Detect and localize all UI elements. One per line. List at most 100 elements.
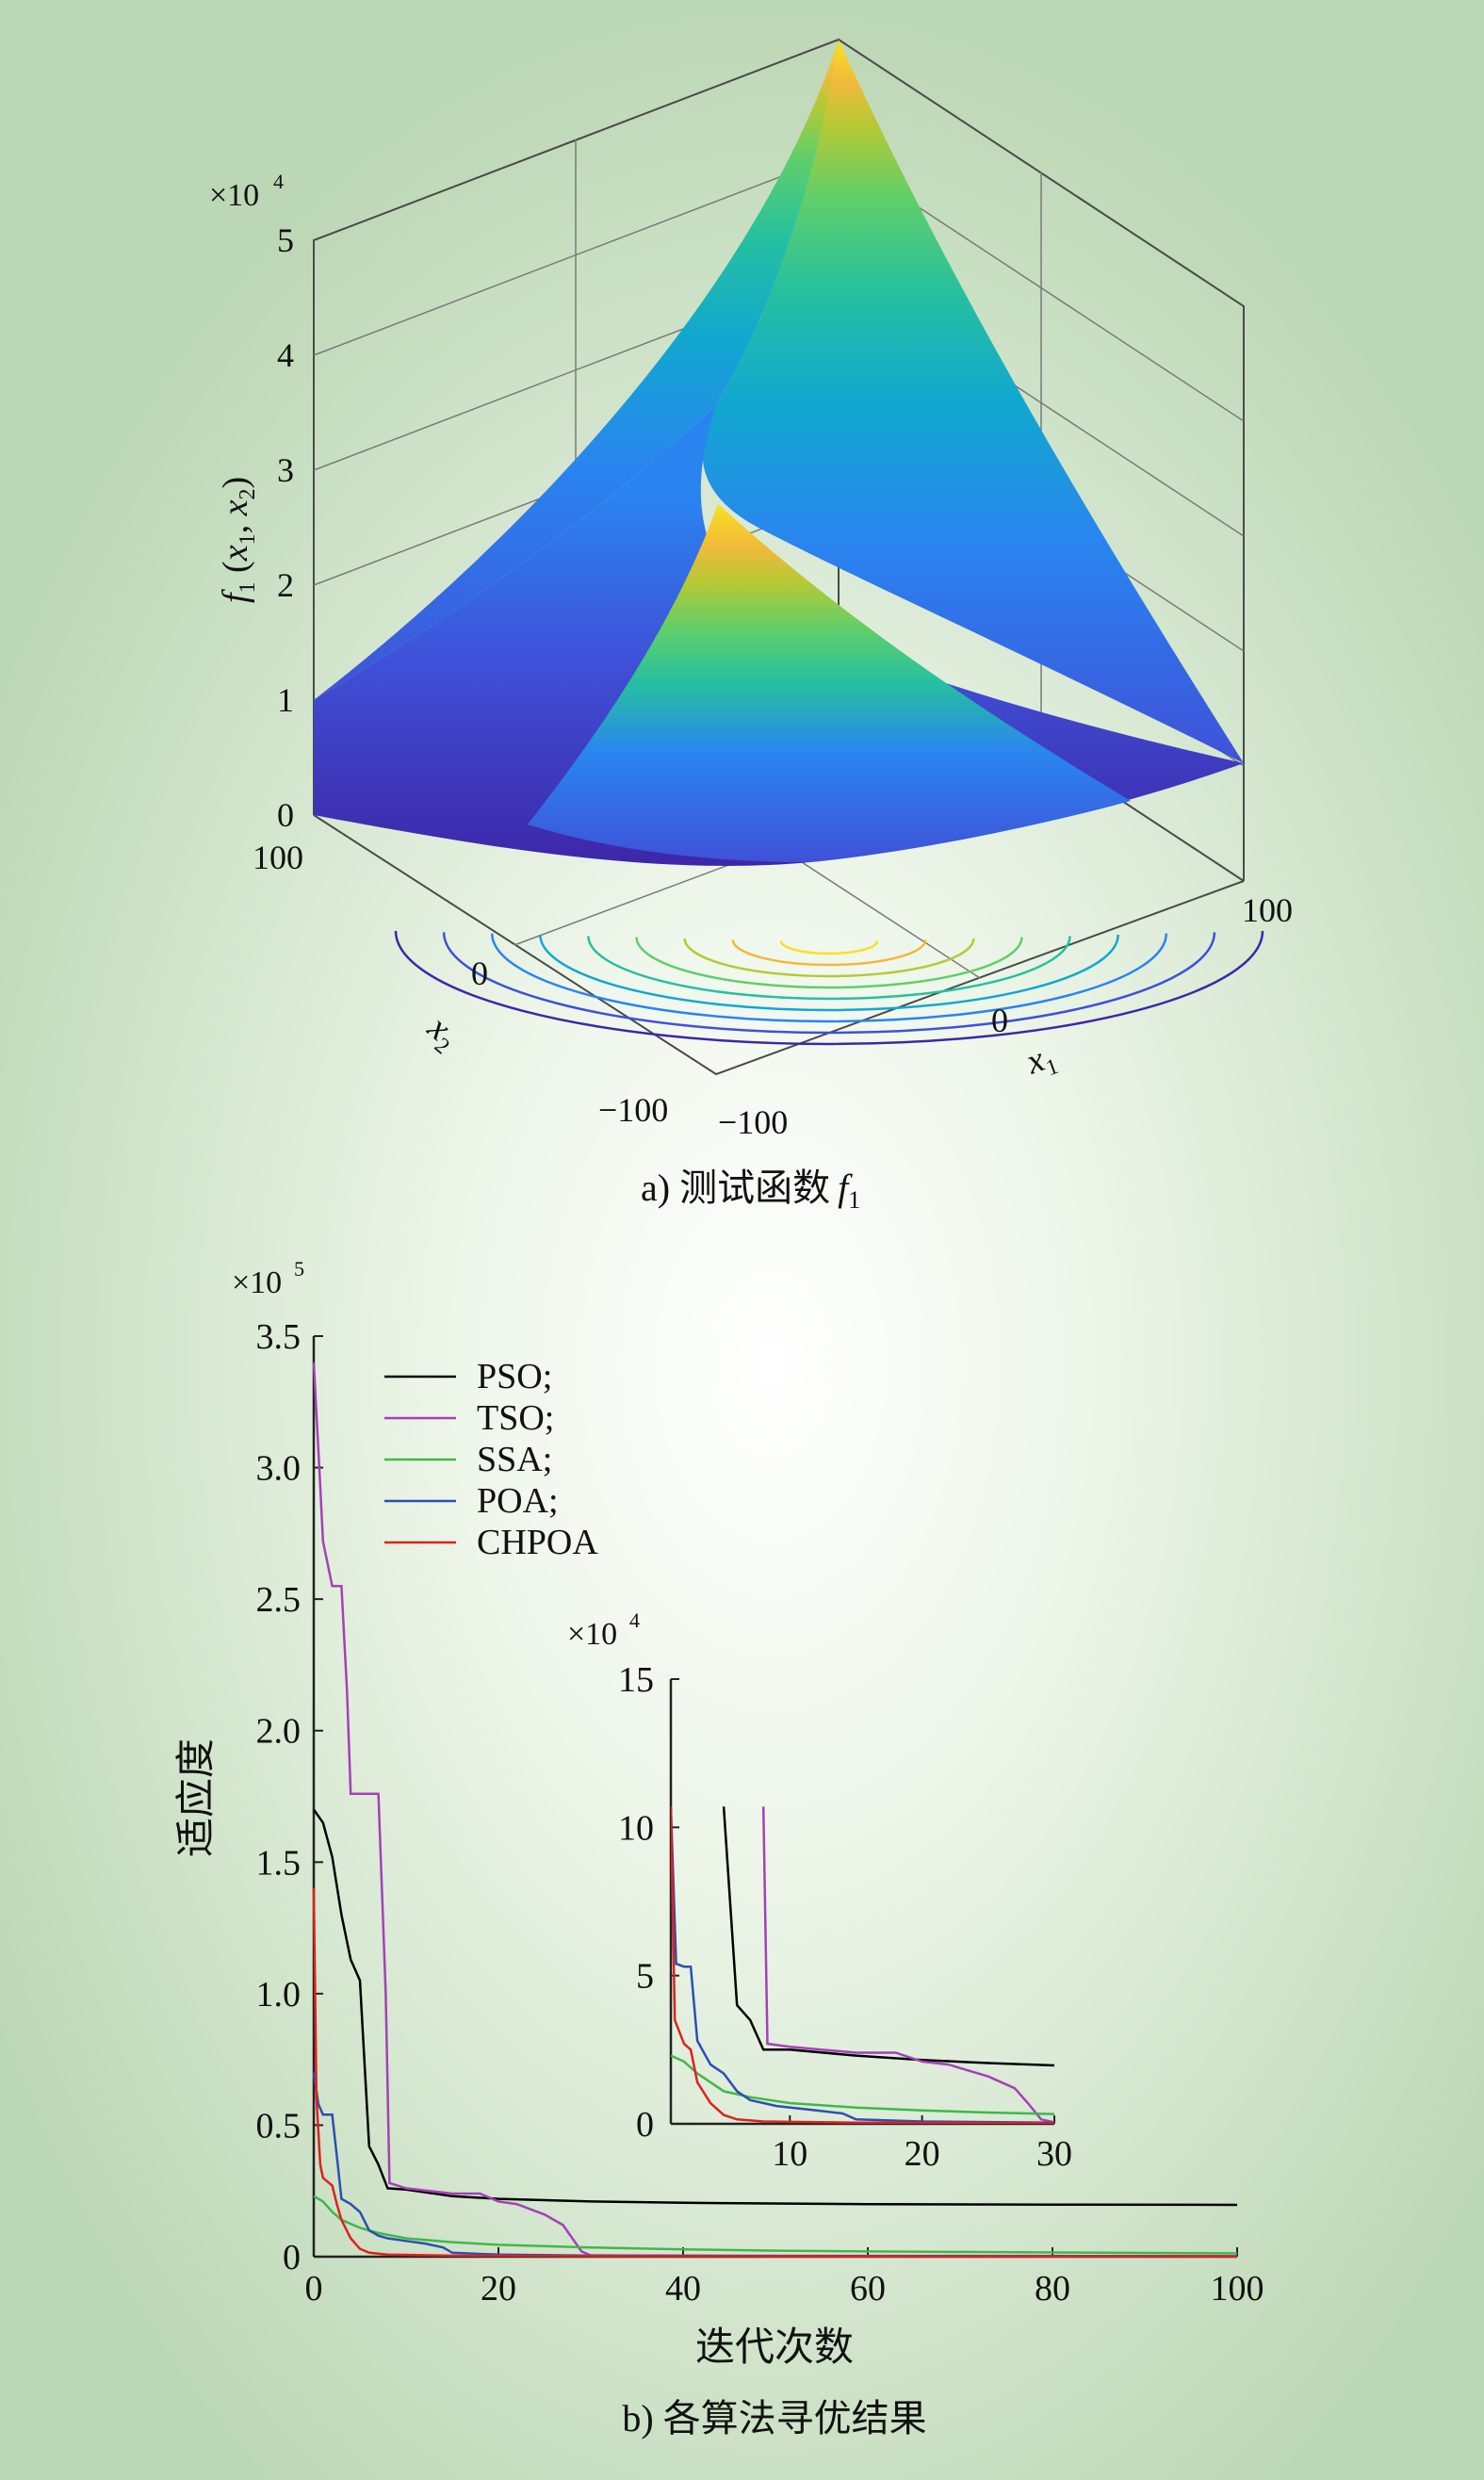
legend-label: PSO; (477, 1357, 552, 1396)
contour-line (779, 940, 879, 955)
y-tick-label: 1.5 (256, 1843, 302, 1883)
caption-a: a) 测试函数 f1 (641, 1167, 860, 1214)
inset-y-tick-label: 10 (618, 1808, 654, 1848)
x-tick-label: 100 (1211, 2269, 1264, 2309)
y-tick-label: 3.5 (256, 1317, 302, 1357)
floor-contours (394, 930, 1264, 1046)
series-line-1 (312, 1362, 1238, 2258)
z-multiplier-exponent: 4 (273, 170, 284, 193)
z-label-x2: x (216, 499, 255, 516)
inset-multiplier-base: ×10 (567, 1617, 617, 1652)
inset-y-tick-label: 5 (636, 1957, 654, 1997)
series-line-2 (313, 2194, 1238, 2255)
contour-line (539, 934, 1119, 1012)
contour-line (442, 932, 1216, 1035)
x-tick-label: 0 (305, 2269, 323, 2309)
inset-plot: 10 20 30 0 5 10 15 ×10 4 (567, 1608, 1072, 2174)
contour-line (394, 930, 1264, 1046)
series-line-0 (312, 1808, 1238, 2207)
y-multiplier-base: ×10 (232, 1265, 282, 1300)
z-label-s1: 1 (236, 533, 260, 545)
y-tick-label: 2.0 (256, 1712, 302, 1752)
caption-a-text: 测试函数 (679, 1167, 830, 1209)
legend-label: POA; (477, 1481, 559, 1521)
x-axis-label: 迭代次数 (695, 2326, 854, 2370)
z-multiplier: ×10 4 (209, 170, 284, 213)
x2-tick-labels: 100 0 −100 (253, 839, 668, 1129)
inset-series-line-2 (671, 2054, 1054, 2115)
x1-tick-labels: −100 0 100 (718, 891, 1293, 1141)
legend-label: TSO; (477, 1398, 554, 1438)
legend: PSO;TSO;SSA;POA;CHPOA (384, 1357, 598, 1562)
y-multiplier-exponent: 5 (294, 1257, 304, 1281)
inset-x-tick-label: 30 (1036, 2134, 1072, 2174)
caption-b: b) 各算法寻优结果 (622, 2397, 926, 2439)
caption-a-sub: 1 (848, 1186, 860, 1214)
z-tick-labels: 0 1 2 3 4 5 (277, 221, 294, 834)
inset-x-tick-label: 20 (905, 2134, 940, 2174)
z-multiplier-base: ×10 (209, 178, 259, 213)
caption-b-label: b) (622, 2397, 653, 2439)
panel-a-surface-plot: 0 1 2 3 4 5 ×10 4 f1 (x1, x2) 100 0 −100… (209, 38, 1293, 1214)
contour-line (587, 936, 1071, 1001)
y-multiplier: ×10 5 (232, 1257, 304, 1300)
legend-label: CHPOA (477, 1523, 598, 1562)
x1-tick: 100 (1242, 891, 1293, 929)
inset-y-tick-label: 15 (618, 1660, 654, 1700)
inset-x-tick-label: 10 (772, 2134, 807, 2174)
contour-line (635, 937, 1023, 989)
inset-y-multiplier: ×10 4 (567, 1608, 640, 1652)
z-tick: 4 (277, 336, 294, 374)
z-tick: 1 (277, 681, 294, 719)
z-label-close: ) (216, 477, 255, 489)
x-tick-label: 40 (665, 2269, 701, 2309)
y-tick-label: 1.0 (256, 1975, 302, 2015)
series-line-3 (312, 2072, 1238, 2258)
x2-tick: −100 (598, 1091, 668, 1129)
x-tick-label: 80 (1035, 2269, 1070, 2309)
contour-line (490, 933, 1168, 1023)
y-tick-label: 3.0 (256, 1449, 302, 1489)
z-axis-label: f1 (x1, x2) (216, 477, 260, 603)
legend-label: SSA; (477, 1440, 552, 1479)
y-tick-label: 2.5 (256, 1580, 302, 1620)
surface-mesh (314, 40, 1244, 866)
inset-axes: 10 20 30 0 5 10 15 (618, 1660, 1072, 2174)
y-axis-label: 适应度 (174, 1738, 219, 1857)
z-tick: 3 (277, 451, 294, 489)
z-tick: 5 (277, 221, 294, 259)
x-tick-label: 60 (850, 2269, 886, 2309)
z-label-comma: , (216, 515, 255, 533)
y-tick-label: 0.5 (256, 2106, 302, 2146)
inset-multiplier-exponent: 4 (629, 1608, 640, 1632)
inset-series-line-1 (761, 1806, 1054, 2124)
x1-tick: 0 (991, 1002, 1008, 1039)
z-label-open: ( (216, 561, 255, 581)
x2-tick: 0 (471, 954, 488, 992)
x1-axis-label: x1 (1020, 1036, 1062, 1086)
series-line-4 (312, 1888, 1238, 2258)
inset-series-line-4 (671, 1806, 1054, 2124)
x2-axis-label: x2 (416, 1007, 466, 1059)
contour-line (683, 938, 975, 978)
caption-a-label: a) (641, 1167, 670, 1209)
z-label-sub1: 1 (236, 581, 260, 593)
x-tick-label: 20 (481, 2269, 516, 2309)
caption-b-text: 各算法寻优结果 (663, 2397, 927, 2439)
inset-y-tick-label: 0 (636, 2105, 654, 2145)
main-series-lines (312, 1362, 1238, 2258)
inset-series-line-3 (671, 1806, 1054, 2124)
z-tick: 2 (277, 566, 294, 604)
x2-tick: 100 (253, 839, 303, 876)
y-tick-label: 0 (283, 2238, 301, 2277)
z-tick: 0 (277, 796, 294, 834)
x1-tick: −100 (718, 1103, 788, 1141)
z-label-s2: 2 (236, 489, 260, 500)
z-label-x1: x (216, 545, 255, 562)
inset-series-lines (671, 1806, 1054, 2124)
contour-line (731, 939, 927, 967)
inset-series-line-0 (722, 1806, 1054, 2067)
